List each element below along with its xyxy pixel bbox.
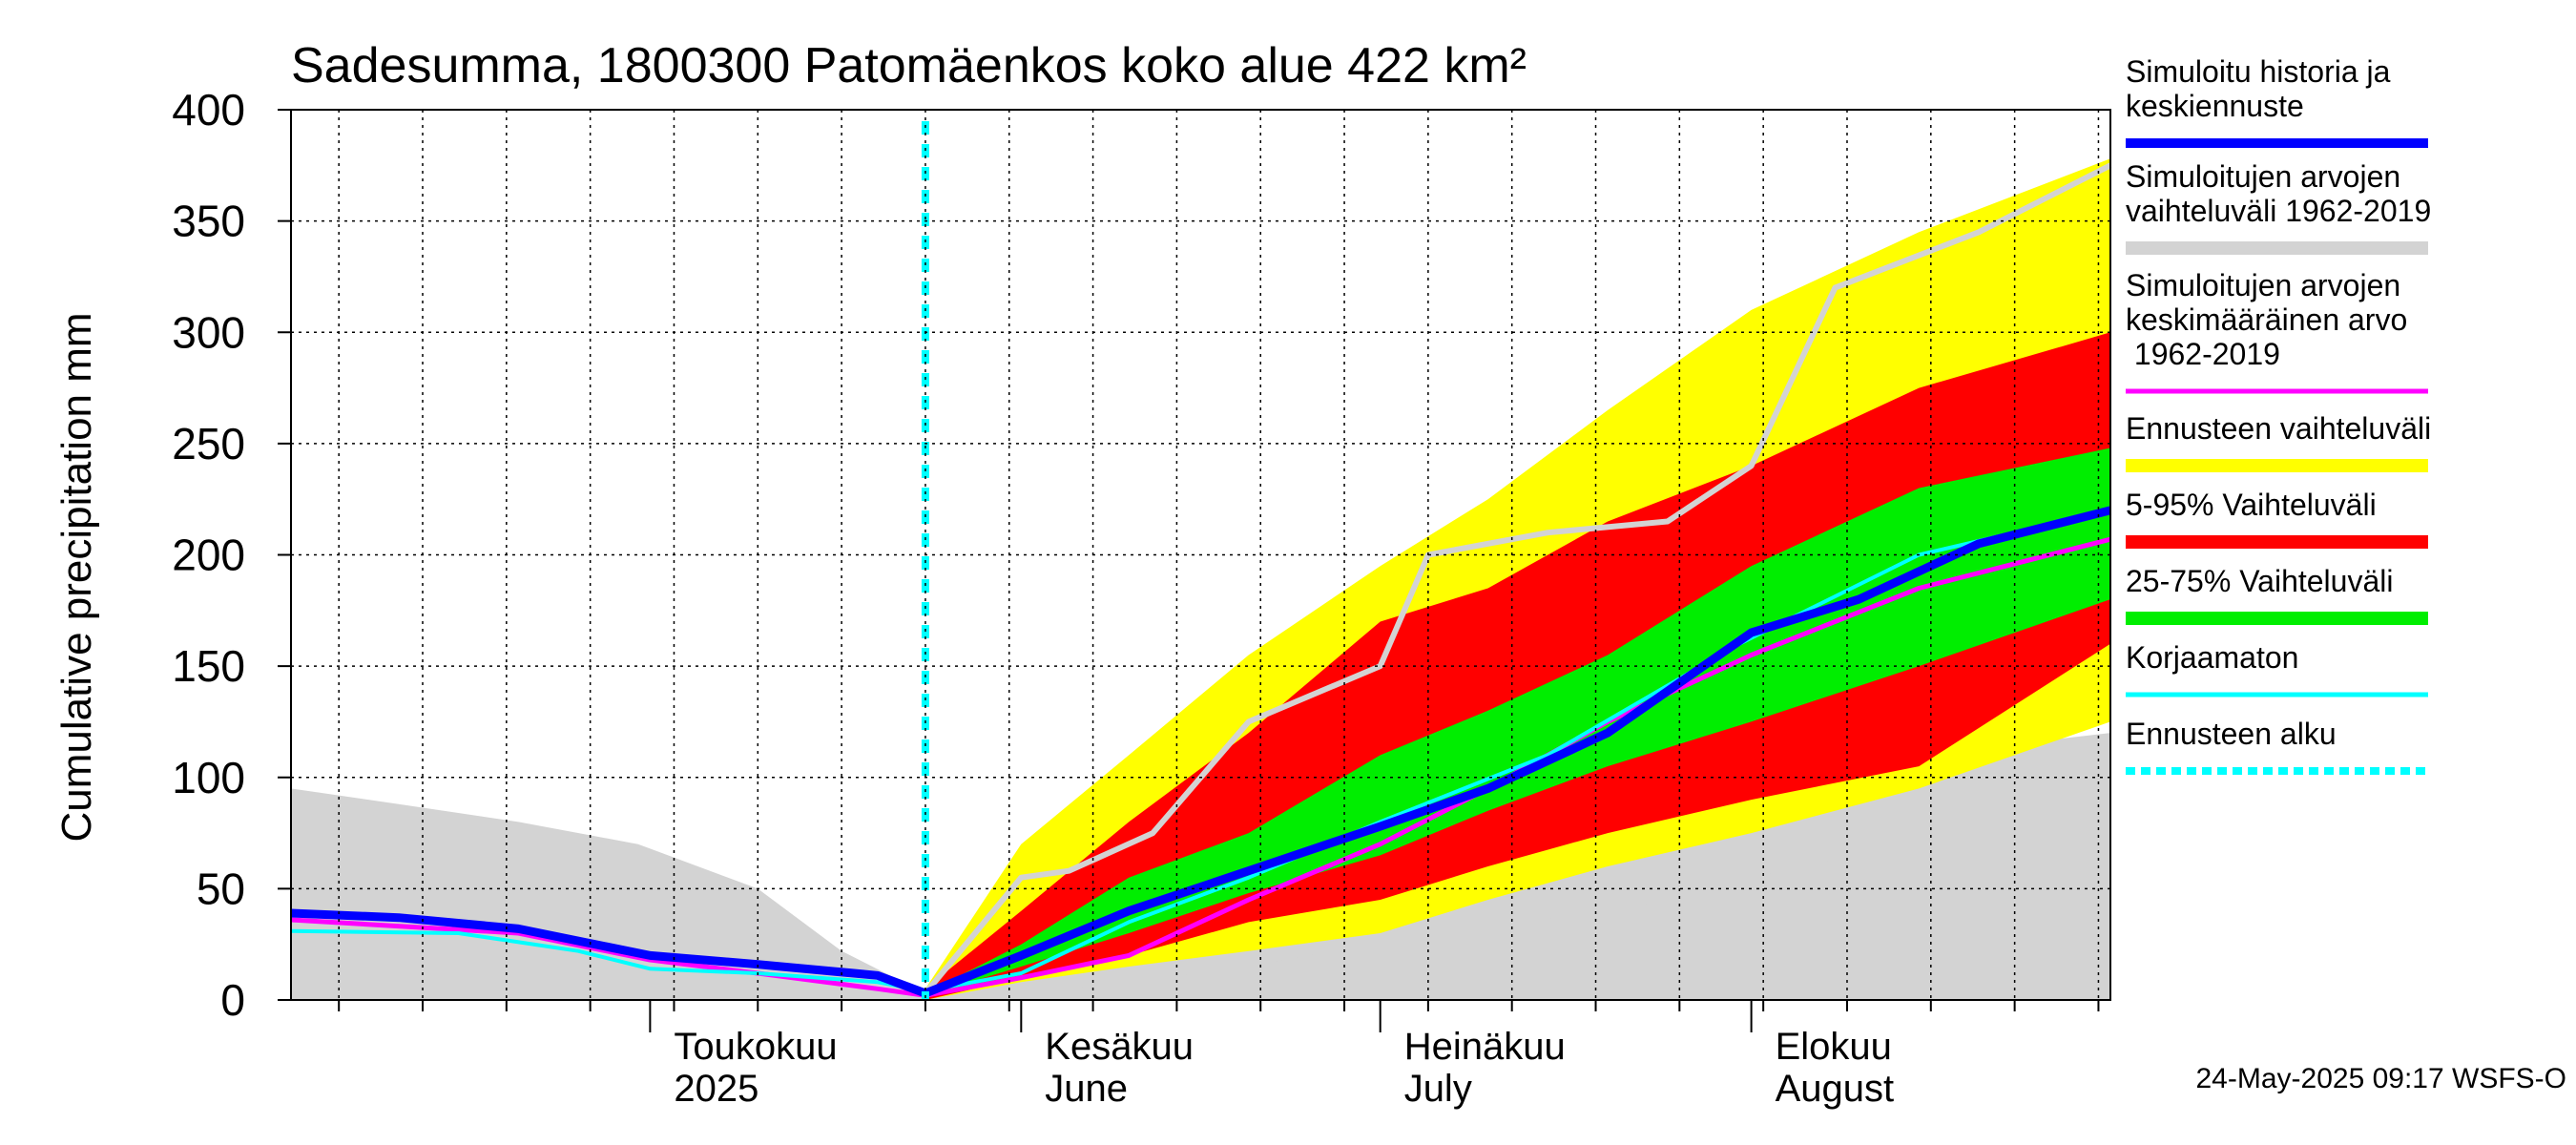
- legend-label: Korjaamaton: [2126, 640, 2298, 675]
- x-month-sublabel: August: [1776, 1068, 1895, 1110]
- timestamp-footer: 24-May-2025 09:17 WSFS-O: [2196, 1063, 2567, 1094]
- legend-entry: Korjaamaton: [2126, 640, 2428, 697]
- y-axis-ticks: 0 50 100 150 200 250 300 350 400: [172, 85, 291, 1025]
- band-p25_75: [924, 448, 2110, 996]
- legend-entry: 25-75% Vaihteluväli: [2126, 564, 2428, 625]
- y-tick-label: 100: [172, 753, 245, 802]
- y-tick-label: 0: [220, 975, 245, 1025]
- legend-label: Ennusteen vaihteluväli: [2126, 411, 2431, 446]
- y-tick-label: 400: [172, 85, 245, 135]
- x-month-sublabel: July: [1404, 1068, 1472, 1110]
- y-tick-label: 300: [172, 307, 245, 357]
- series-line-median: [290, 506, 2112, 998]
- x-month-sublabel: 2025: [674, 1068, 758, 1110]
- y-tick-label: 350: [172, 197, 245, 246]
- legend-label: 25-75% Vaihteluväli: [2126, 564, 2393, 598]
- legend-entry: Simuloitujen arvojen keskimääräinen arvo …: [2126, 268, 2428, 394]
- plot-area: [290, 110, 2112, 1001]
- x-month-sublabel: June: [1045, 1068, 1128, 1110]
- y-tick-label: 200: [172, 531, 245, 580]
- legend-label: Simuloitujen arvojen vaihteluväli 1962-20…: [2126, 159, 2431, 228]
- y-tick-label: 250: [172, 419, 245, 468]
- chart-title: Sadesumma, 1800300 Patomäenkos koko alue…: [291, 38, 1527, 94]
- x-month-label: Kesäkuu: [1045, 1026, 1194, 1068]
- band-p5_95: [924, 332, 2110, 1000]
- legend-label: Simuloitu historia ja keskiennuste: [2126, 54, 2391, 123]
- legend-entry: 5-95% Vaihteluväli: [2126, 488, 2428, 549]
- legend-entry: Simuloitujen arvojen vaihteluväli 1962-20…: [2126, 159, 2431, 255]
- series-line-mean: [290, 536, 2111, 998]
- legend-entry: Ennusteen alku: [2126, 717, 2428, 775]
- band-history_band_lower: [924, 822, 2110, 1000]
- x-month-label: Elokuu: [1776, 1026, 1892, 1068]
- y-axis-label: Cumulative precipitation mm: [53, 312, 100, 842]
- legend: Simuloitu historia ja keskiennuste Simuloi…: [2126, 54, 2431, 775]
- x-month-label: Toukokuu: [674, 1026, 837, 1068]
- legend-label: Ennusteen alku: [2126, 717, 2337, 751]
- legend-label: Simuloitujen arvojen keskimääräinen arvo …: [2126, 268, 2407, 371]
- y-tick-label: 50: [197, 864, 245, 913]
- y-tick-label: 150: [172, 641, 245, 691]
- legend-label: 5-95% Vaihteluväli: [2126, 488, 2377, 522]
- x-month-label: Heinäkuu: [1404, 1026, 1566, 1068]
- legend-entry: Ennusteen vaihteluväli: [2126, 411, 2431, 472]
- legend-entry: Simuloitu historia ja keskiennuste: [2126, 54, 2428, 148]
